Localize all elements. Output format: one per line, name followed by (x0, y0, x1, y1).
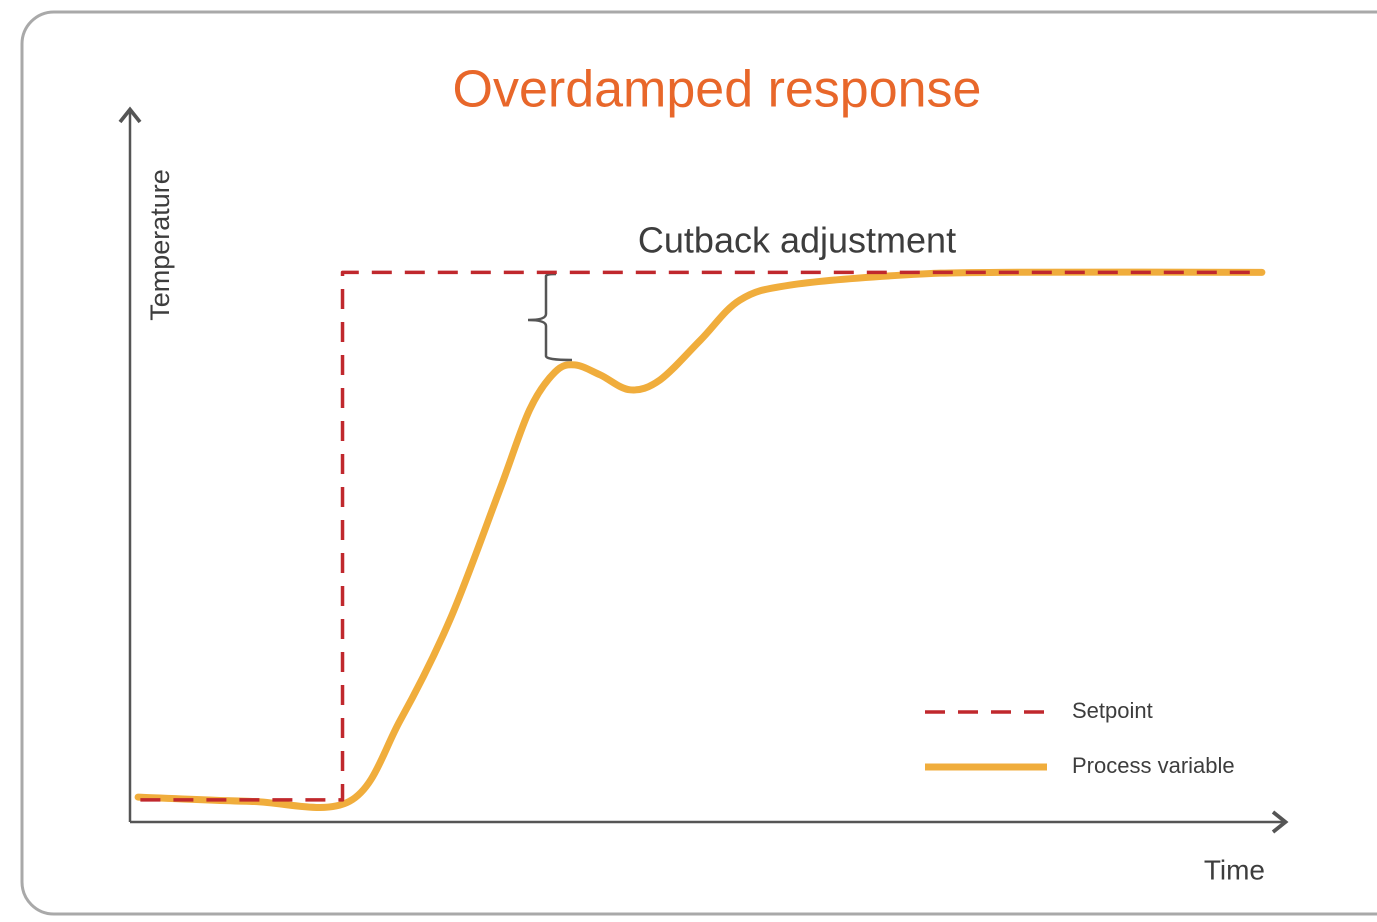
x-axis-label: Time (1204, 854, 1265, 885)
frame (20, 10, 1377, 916)
chart-title: Overdamped response (453, 61, 982, 119)
series-line (134, 268, 1266, 812)
legend-label: Process variable (1072, 753, 1235, 778)
annotation: Cutback adjustment (638, 220, 956, 261)
brace (527, 272, 573, 362)
series-line (140, 270, 1262, 802)
legend-label: Setpoint (1072, 698, 1153, 723)
y-axis-label: Temperature (145, 169, 175, 321)
